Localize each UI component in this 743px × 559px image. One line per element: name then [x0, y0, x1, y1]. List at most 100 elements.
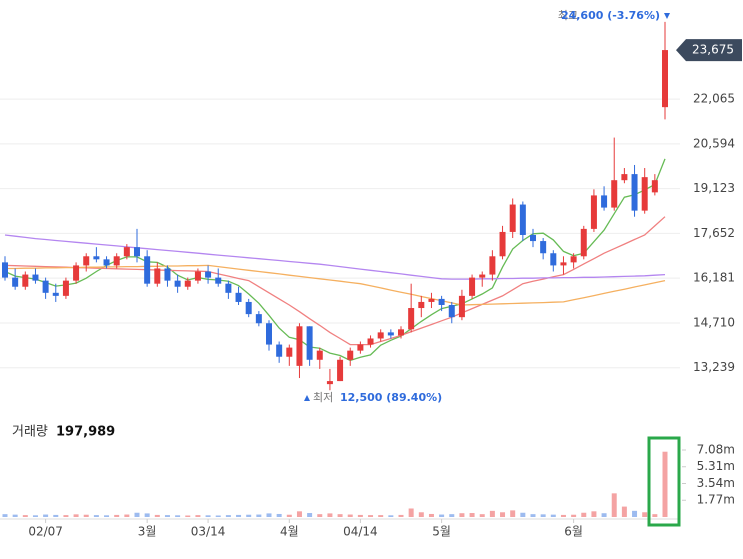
- candle-body: [428, 298, 435, 302]
- candle-body: [235, 292, 242, 302]
- candle-body: [398, 329, 404, 336]
- volume-bar: [175, 515, 181, 517]
- candle-body: [458, 295, 465, 318]
- volume-bar: [215, 515, 221, 517]
- x-tick-label: 6월: [564, 525, 583, 539]
- candle-body: [651, 180, 658, 193]
- min-prefix: 최저: [313, 391, 333, 404]
- candle-layer: [2, 21, 668, 391]
- volume-bar: [368, 515, 374, 517]
- candle-body: [357, 344, 364, 351]
- min-arrow: [304, 395, 310, 401]
- volume-bar: [246, 514, 252, 517]
- max-arrow: [664, 13, 670, 19]
- volume-bar: [307, 513, 313, 517]
- y-tick-label: 14,710: [693, 315, 735, 329]
- volume-bar: [601, 513, 607, 517]
- y-tick-label: 19,123: [693, 181, 735, 195]
- candle-body: [560, 262, 567, 266]
- volume-bar: [83, 514, 89, 517]
- candle-body: [276, 344, 283, 357]
- volume-bar: [12, 514, 18, 517]
- max-text: 24,600 (-3.76%): [561, 9, 660, 22]
- candle-body: [408, 308, 415, 330]
- volume-bar: [337, 514, 343, 517]
- volume-bar: [32, 515, 38, 517]
- volume-bar: [104, 515, 110, 517]
- current-price-tag: [676, 39, 742, 62]
- candle-body: [296, 326, 303, 366]
- candle-body: [337, 359, 344, 382]
- volume-bar: [195, 515, 201, 517]
- volume-bar: [73, 514, 79, 517]
- volume-tick-label: 3.54m: [697, 476, 735, 490]
- volume-bar: [449, 514, 455, 517]
- volume-bar: [22, 515, 28, 517]
- candle-body: [194, 271, 201, 281]
- x-tick-label: 4월: [280, 525, 299, 539]
- volume-bar: [154, 514, 160, 517]
- volume-bar: [428, 513, 434, 517]
- volume-bar: [357, 514, 363, 517]
- candle-body: [93, 256, 100, 260]
- x-tick-label: 02/07: [28, 525, 63, 539]
- candle-body: [621, 174, 628, 181]
- candle-body: [367, 338, 374, 345]
- vol-layer: [2, 451, 668, 517]
- candle-body: [306, 326, 313, 360]
- volume-bar: [144, 513, 150, 517]
- candle-body: [316, 350, 323, 360]
- candle-body: [631, 174, 638, 211]
- volume-bar: [540, 514, 546, 517]
- candle-body: [286, 347, 293, 357]
- candle-body: [479, 274, 486, 278]
- volume-bar: [236, 514, 242, 517]
- volume-bar: [124, 514, 130, 517]
- candle-body: [184, 280, 191, 287]
- volume-bar: [276, 513, 282, 517]
- candle-body: [418, 301, 425, 309]
- y-tick-label: 20,594: [693, 136, 735, 150]
- candle-body: [530, 234, 536, 242]
- y-tick-label: 16,181: [693, 271, 735, 285]
- volume-bar: [185, 515, 191, 517]
- candle-body: [580, 228, 587, 257]
- candle-body: [32, 274, 39, 281]
- min-text: 12,500 (89.40%): [340, 391, 442, 404]
- volume-bar: [327, 513, 333, 517]
- candle-body: [12, 277, 19, 287]
- candle-body: [205, 271, 212, 278]
- volume-bar: [520, 512, 526, 517]
- volume-current: 197,989: [56, 425, 115, 440]
- volume-bar: [621, 506, 627, 517]
- candle-body: [164, 268, 171, 281]
- moving-average: [5, 264, 666, 306]
- volume-tick-label: 7.08m: [697, 442, 735, 456]
- candle-body: [326, 381, 333, 385]
- candle-body: [113, 256, 120, 266]
- volume-bar: [388, 515, 394, 517]
- candle-body: [499, 231, 506, 257]
- volume-bar: [632, 510, 638, 517]
- volume-bar: [591, 511, 597, 517]
- volume-bar: [652, 514, 658, 517]
- volume-bar: [93, 515, 99, 517]
- candle-body: [377, 332, 384, 339]
- y-tick-label: 17,652: [693, 226, 735, 240]
- volume-bar: [489, 510, 495, 517]
- max-prefix: 최고: [558, 9, 578, 22]
- candle-body: [509, 204, 516, 232]
- volume-bar: [205, 515, 211, 517]
- candle-body: [601, 195, 608, 208]
- volume-bar: [286, 514, 292, 517]
- x-tick-label: 3월: [138, 525, 157, 539]
- candle-body: [83, 256, 90, 266]
- candle-body: [62, 280, 69, 296]
- candle-body: [174, 280, 181, 287]
- candle-body: [245, 301, 252, 315]
- highlight-box: [647, 436, 681, 527]
- candle-body: [641, 177, 648, 211]
- volume-bar: [347, 514, 353, 517]
- y-tick-label: 13,239: [693, 360, 735, 374]
